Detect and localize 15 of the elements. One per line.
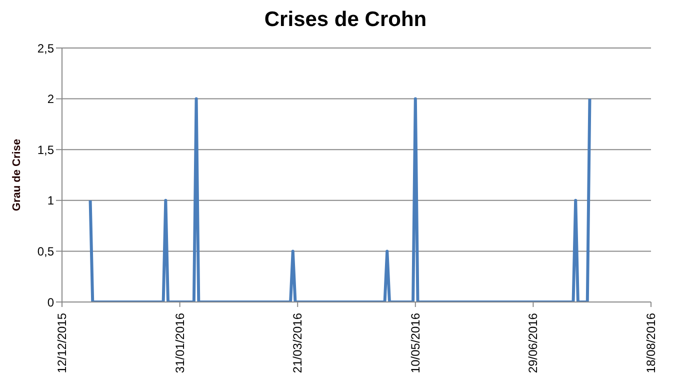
y-tick-label: 2,5: [37, 41, 54, 56]
y-tick-label: 0,5: [37, 244, 54, 258]
x-tick-label: 21/03/2016: [290, 312, 305, 374]
chart-title: Crises de Crohn: [263, 8, 428, 32]
x-tick-label: 12/12/2015: [55, 312, 69, 374]
x-tick-label: 10/05/2016: [408, 312, 422, 374]
y-tick-label: 1,5: [37, 142, 54, 157]
x-tick-label: 31/01/2016: [172, 312, 187, 374]
x-tick-label: 29/06/2016: [526, 312, 540, 374]
line-series: [88, 97, 592, 302]
y-tick-label: 0: [47, 295, 54, 310]
x-tick-label: 18/08/2016: [644, 312, 658, 374]
y-tick-label: 2: [47, 92, 54, 106]
y-axis-title: Grau de Crise: [10, 138, 23, 212]
y-tick-label: 1: [47, 194, 54, 208]
